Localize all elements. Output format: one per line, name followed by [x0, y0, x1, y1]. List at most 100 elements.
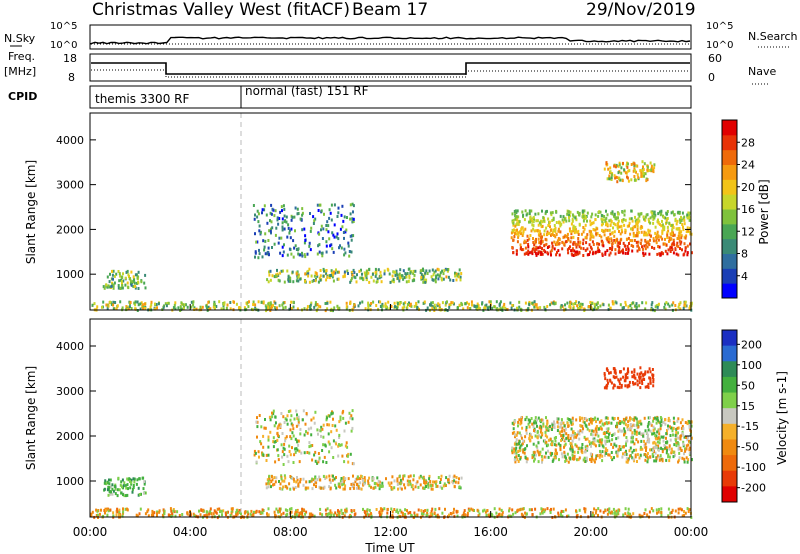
range-cell — [561, 247, 564, 251]
range-cell — [106, 306, 109, 310]
range-cell — [630, 178, 633, 182]
range-cell — [567, 439, 570, 442]
range-cell — [550, 253, 552, 257]
range-cell — [537, 460, 540, 464]
range-cell — [394, 273, 397, 277]
range-cell — [337, 509, 339, 513]
range-cell — [273, 510, 276, 514]
range-cell — [258, 224, 261, 228]
range-cell — [325, 512, 328, 516]
range-cell — [621, 455, 624, 459]
range-cell — [350, 414, 353, 418]
range-cell — [643, 172, 645, 175]
range-cell — [522, 507, 525, 511]
range-cell — [277, 434, 280, 438]
range-cell — [659, 421, 662, 425]
range-cell — [296, 440, 299, 444]
range-cell — [193, 514, 196, 518]
range-cell — [642, 165, 644, 169]
range-cell — [286, 454, 289, 458]
range-cell — [289, 487, 292, 491]
range-cell — [169, 507, 172, 511]
range-cell — [468, 302, 470, 306]
range-cell — [321, 427, 324, 431]
range-cell — [527, 422, 530, 426]
range-cell — [594, 213, 597, 217]
range-cell — [549, 250, 552, 254]
range-cell — [366, 508, 369, 512]
range-cell — [406, 479, 409, 483]
range-cell — [586, 253, 589, 257]
range-cell — [680, 240, 683, 244]
range-cell — [592, 458, 595, 462]
range-cell — [672, 241, 675, 245]
range-cell — [356, 483, 359, 487]
range-cell — [624, 251, 627, 255]
range-cell — [688, 423, 691, 427]
range-cell — [453, 474, 456, 478]
range-cell — [616, 454, 619, 457]
range-cell — [566, 421, 569, 425]
range-cell — [582, 214, 585, 218]
range-cell — [408, 274, 411, 278]
range-cell — [681, 248, 683, 252]
range-cell — [666, 233, 669, 237]
range-cell — [363, 509, 366, 513]
range-cell — [638, 431, 641, 435]
range-cell — [547, 428, 550, 432]
range-cell — [608, 174, 611, 178]
range-cell — [671, 223, 674, 227]
range-cell — [631, 375, 634, 379]
range-cell — [594, 218, 597, 221]
range-cell — [557, 417, 560, 421]
range-cell — [546, 230, 549, 234]
range-cell — [256, 215, 259, 219]
range-cell — [156, 306, 158, 310]
range-cell — [678, 451, 681, 455]
range-cell — [199, 513, 202, 517]
range-cell — [512, 221, 515, 225]
range-cell — [659, 427, 662, 431]
range-cell — [379, 513, 382, 517]
range-cell — [128, 305, 131, 309]
range-cell — [281, 432, 284, 435]
range-cell — [664, 307, 667, 311]
range-cell — [536, 418, 539, 422]
range-cell — [514, 214, 517, 218]
range-cell — [253, 217, 256, 221]
range-cell — [591, 302, 594, 305]
range-cell — [129, 279, 132, 283]
range-cell — [589, 250, 591, 254]
range-cell — [561, 240, 564, 244]
range-cell — [658, 507, 660, 511]
range-cell — [646, 460, 649, 464]
range-cell — [538, 426, 541, 430]
range-cell — [318, 458, 321, 462]
range-cell — [254, 451, 257, 455]
range-cell — [254, 232, 256, 236]
range-cell — [351, 273, 354, 277]
range-cell — [572, 235, 575, 239]
range-cell — [321, 513, 324, 517]
range-cell — [407, 279, 410, 283]
x-axis-ticks: 00:00 04:00 08:00 12:00 16:00 20:00 00:00 — [73, 304, 708, 539]
range-cell — [535, 237, 537, 241]
range-cell — [628, 449, 631, 453]
colorbar-tick-label: 50 — [741, 379, 755, 392]
range-cell — [264, 239, 267, 243]
range-cell — [571, 446, 574, 450]
range-cell — [641, 447, 644, 451]
range-cell — [538, 234, 541, 238]
range-cell — [310, 426, 313, 430]
range-cell — [536, 229, 539, 233]
range-cell — [665, 436, 667, 440]
range-cell — [616, 385, 619, 389]
range-cell — [613, 212, 616, 216]
range-cell — [628, 418, 631, 422]
range-cell — [555, 436, 557, 439]
range-cell — [624, 507, 627, 511]
range-cell — [394, 270, 397, 274]
range-cell — [554, 235, 557, 239]
range-cell — [468, 509, 471, 513]
range-cell — [403, 276, 406, 280]
